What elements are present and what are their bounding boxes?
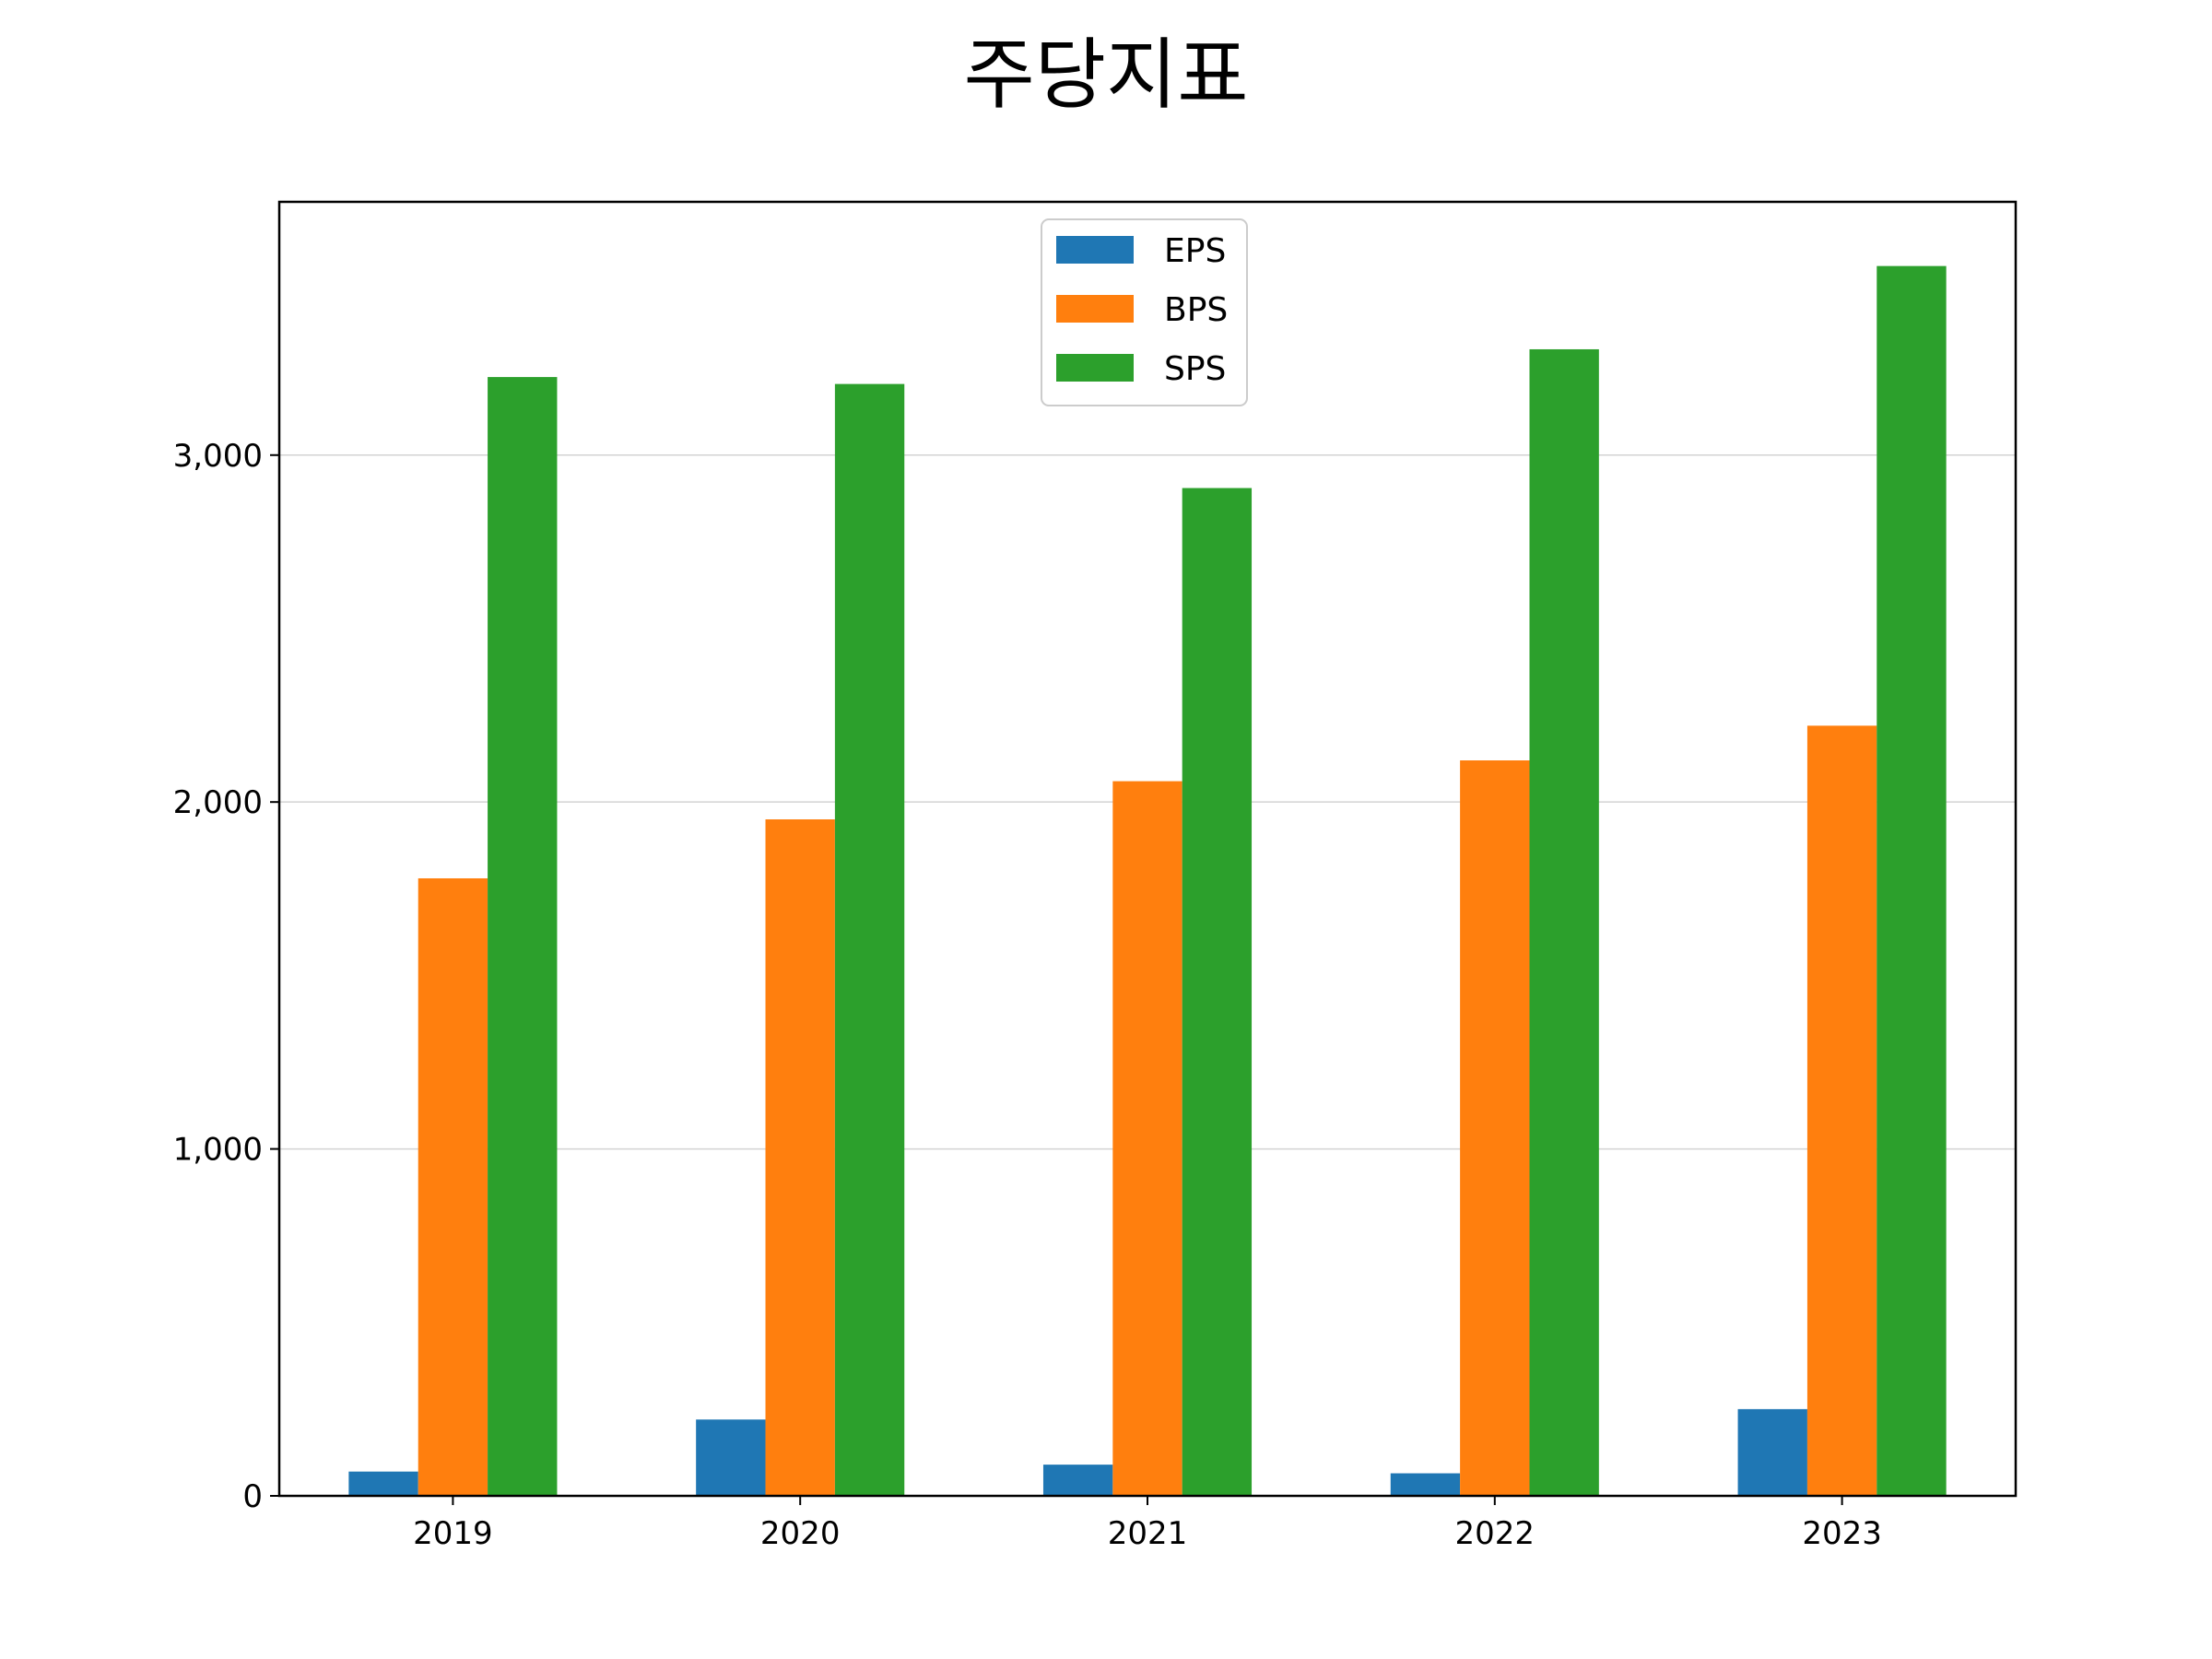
x-tick-label: 2023	[1802, 1515, 1882, 1552]
bar-bps-2020	[765, 819, 835, 1496]
bar-sps-2023	[1877, 265, 1947, 1496]
legend-swatch-eps	[1056, 236, 1134, 264]
bar-sps-2020	[834, 383, 905, 1496]
bar-bps-2023	[1806, 725, 1877, 1496]
bar-eps-2021	[1042, 1465, 1113, 1496]
bar-bps-2022	[1460, 760, 1530, 1496]
y-axis: 0 1,000 2,000 3,000	[173, 438, 279, 1515]
legend-label-sps: SPS	[1164, 350, 1226, 388]
bars	[348, 265, 1947, 1497]
bar-eps-2019	[348, 1471, 418, 1496]
bar-sps-2019	[488, 377, 558, 1496]
y-tick-label: 3,000	[173, 438, 263, 475]
legend-label-bps: BPS	[1164, 291, 1228, 329]
bar-eps-2023	[1737, 1408, 1807, 1496]
x-tick-label: 2020	[760, 1515, 841, 1552]
y-tick-label: 0	[242, 1478, 263, 1515]
bar-bps-2019	[418, 877, 488, 1496]
x-tick-label: 2021	[1108, 1515, 1188, 1552]
bar-sps-2021	[1182, 488, 1253, 1497]
legend-swatch-sps	[1056, 354, 1134, 382]
bar-bps-2021	[1112, 781, 1182, 1496]
x-tick-label: 2019	[413, 1515, 493, 1552]
bar-eps-2022	[1390, 1473, 1461, 1496]
x-tick-label: 2022	[1455, 1515, 1535, 1552]
legend: EPS BPS SPS	[1041, 218, 1248, 406]
bar-eps-2020	[696, 1419, 766, 1496]
chart-title: 주당지표	[963, 29, 1249, 120]
bar-sps-2022	[1529, 348, 1599, 1497]
legend-swatch-bps	[1056, 295, 1134, 323]
y-tick-label: 1,000	[173, 1132, 263, 1169]
y-tick-label: 2,000	[173, 784, 263, 821]
x-axis: 2019 2020 2021 2022 2023	[413, 1496, 1882, 1552]
legend-label-eps: EPS	[1164, 232, 1226, 270]
